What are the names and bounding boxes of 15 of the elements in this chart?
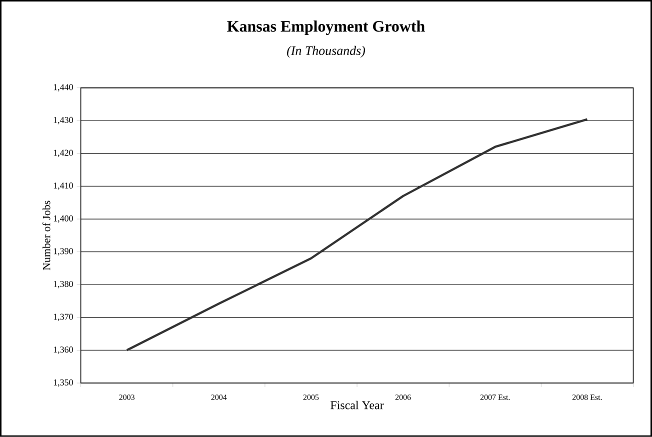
chart-title: Kansas Employment Growth <box>227 20 425 36</box>
y-tick-label: 1,430 <box>54 117 73 124</box>
y-tick-label: 1,420 <box>54 150 73 158</box>
y-tick-label: 1,440 <box>54 84 73 92</box>
y-tick-label: 1,360 <box>54 346 73 354</box>
chart-subtitle: (In Thousands) <box>287 46 366 58</box>
y-tick-label: 1,400 <box>54 215 73 223</box>
y-tick-label: 1,350 <box>54 379 73 387</box>
y-tick-label: 1,380 <box>54 281 73 288</box>
y-axis-title: Number of Jobs <box>42 200 50 270</box>
y-tick-label: 1,370 <box>54 314 73 322</box>
y-tick-label: 1,410 <box>54 182 73 190</box>
y-tick-label: 1,390 <box>54 248 73 256</box>
line-series <box>126 118 588 352</box>
x-axis-title: Fiscal Year <box>330 400 384 410</box>
